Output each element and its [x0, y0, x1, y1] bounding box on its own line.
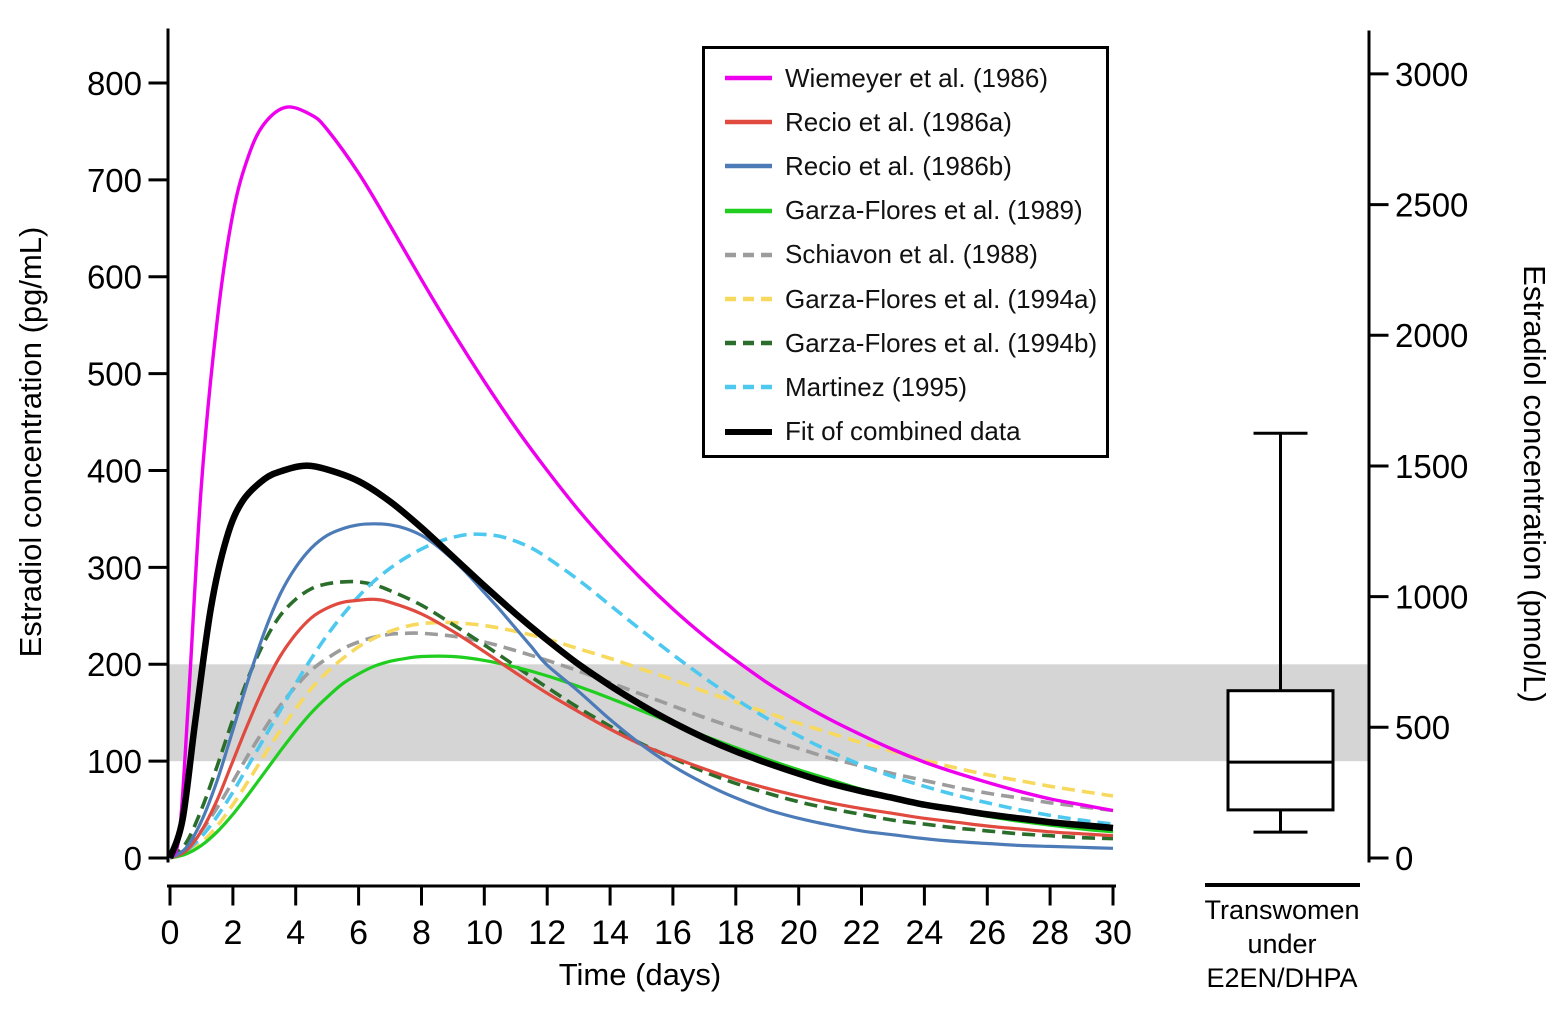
left-axis-tick-label: 500 — [87, 355, 142, 392]
left-axis-tick-label: 400 — [87, 452, 142, 489]
right-axis-tick-label: 3000 — [1395, 56, 1468, 93]
legend-line-sample — [725, 296, 772, 302]
legend-line-sample — [725, 208, 772, 213]
right-axis-tick-label: 0 — [1395, 840, 1413, 877]
right-axis-title: Estradiol concentration (pmol/L) — [1517, 265, 1552, 703]
left-axis-tick-label: 700 — [87, 162, 142, 199]
legend-item: Garza-Flores et al. (1989) — [705, 189, 1106, 233]
legend-line-sample — [725, 120, 772, 125]
x-axis-tick-label: 18 — [717, 914, 755, 952]
x-axis-title: Time (days) — [558, 957, 722, 992]
legend-line-sample — [725, 75, 772, 81]
series-curve-0 — [169, 105, 1114, 859]
boxplot-box — [1226, 689, 1335, 812]
legend-item-label: Garza-Flores et al. (1994b) — [785, 327, 1098, 358]
legend-item-label: Fit of combined data — [785, 416, 1021, 447]
x-axis-tick-label: 20 — [780, 914, 818, 952]
x-axis-tick-label: 12 — [528, 914, 566, 952]
x-axis-tick-label: 6 — [349, 914, 368, 952]
x-axis-tick-label: 28 — [1031, 914, 1069, 952]
legend-line-sample — [725, 428, 772, 435]
series-curve-6 — [169, 579, 1114, 860]
boxplot-caption-line: Transwomen — [1204, 895, 1360, 925]
x-axis-tick-label: 14 — [591, 914, 629, 952]
left-axis-tick-label: 200 — [87, 646, 142, 683]
x-axis-tick-label: 24 — [905, 914, 943, 952]
x-axis-tick-label: 0 — [161, 914, 180, 952]
series-curve-7 — [169, 532, 1114, 860]
x-axis-tick-label: 30 — [1094, 914, 1132, 952]
curves-group — [169, 105, 1114, 860]
right-axis-tick-label: 2500 — [1395, 186, 1468, 223]
right-axis-tick-label: 1000 — [1395, 578, 1468, 615]
right-axis-tick-label: 1500 — [1395, 448, 1468, 485]
right-axis-tick-label: 2000 — [1395, 317, 1468, 354]
legend-line-sample — [725, 252, 772, 258]
left-axis-tick-label: 100 — [87, 743, 142, 780]
left-axis-title: Estradiol concentration (pg/mL) — [13, 226, 48, 658]
legend-item: Wiemeyer et al. (1986) — [705, 56, 1106, 100]
series-curve-1 — [169, 597, 1114, 860]
legend-line-sample — [725, 385, 772, 390]
legend-item-label: Schiavon et al. (1988) — [785, 239, 1038, 270]
legend-item: Martinez (1995) — [705, 365, 1106, 409]
series-curve-4 — [169, 631, 1114, 860]
legend-line-sample — [725, 340, 772, 346]
legend-item: Recio et al. (1986a) — [705, 100, 1106, 144]
x-axis-tick-label: 22 — [843, 914, 881, 952]
series-curve-8 — [169, 462, 1114, 860]
reference-band — [169, 664, 1369, 762]
legend-item-label: Martinez (1995) — [785, 371, 968, 402]
legend-item: Garza-Flores et al. (1994a) — [705, 277, 1106, 321]
x-axis-tick-label: 26 — [968, 914, 1006, 952]
series-curve-2 — [169, 522, 1114, 860]
left-axis-tick-label: 800 — [87, 65, 142, 102]
legend-item: Fit of combined data — [705, 410, 1106, 454]
boxplot-caption: Transwomen under E2EN/DHPA — [1172, 893, 1392, 995]
legend-item-label: Garza-Flores et al. (1994a) — [785, 283, 1098, 314]
legend-item-label: Recio et al. (1986a) — [785, 106, 1012, 137]
legend-item: Schiavon et al. (1988) — [705, 233, 1106, 277]
x-axis-tick-label: 8 — [412, 914, 431, 952]
x-axis-tick-label: 16 — [654, 914, 692, 952]
legend-item-label: Recio et al. (1986b) — [785, 150, 1012, 181]
left-axis-tick-label: 0 — [124, 840, 142, 877]
x-axis-tick-label: 4 — [286, 914, 305, 952]
left-axis-tick-label: 600 — [87, 259, 142, 296]
legend-line-sample — [725, 164, 772, 169]
legend: Wiemeyer et al. (1986) Recio et al. (1986… — [702, 46, 1109, 458]
left-axis-tick-label: 300 — [87, 549, 142, 586]
legend-item-label: Wiemeyer et al. (1986) — [785, 62, 1048, 93]
legend-item: Recio et al. (1986b) — [705, 144, 1106, 188]
right-axis-tick-label: 500 — [1395, 709, 1450, 746]
x-axis-tick-label: 2 — [223, 914, 242, 952]
boxplot-caption-line: E2EN/DHPA — [1206, 963, 1358, 993]
boxplot-caption-line: under — [1247, 929, 1317, 959]
legend-item: Garza-Flores et al. (1994b) — [705, 321, 1106, 365]
x-axis-tick-label: 10 — [465, 914, 503, 952]
legend-item-label: Garza-Flores et al. (1989) — [785, 195, 1083, 226]
